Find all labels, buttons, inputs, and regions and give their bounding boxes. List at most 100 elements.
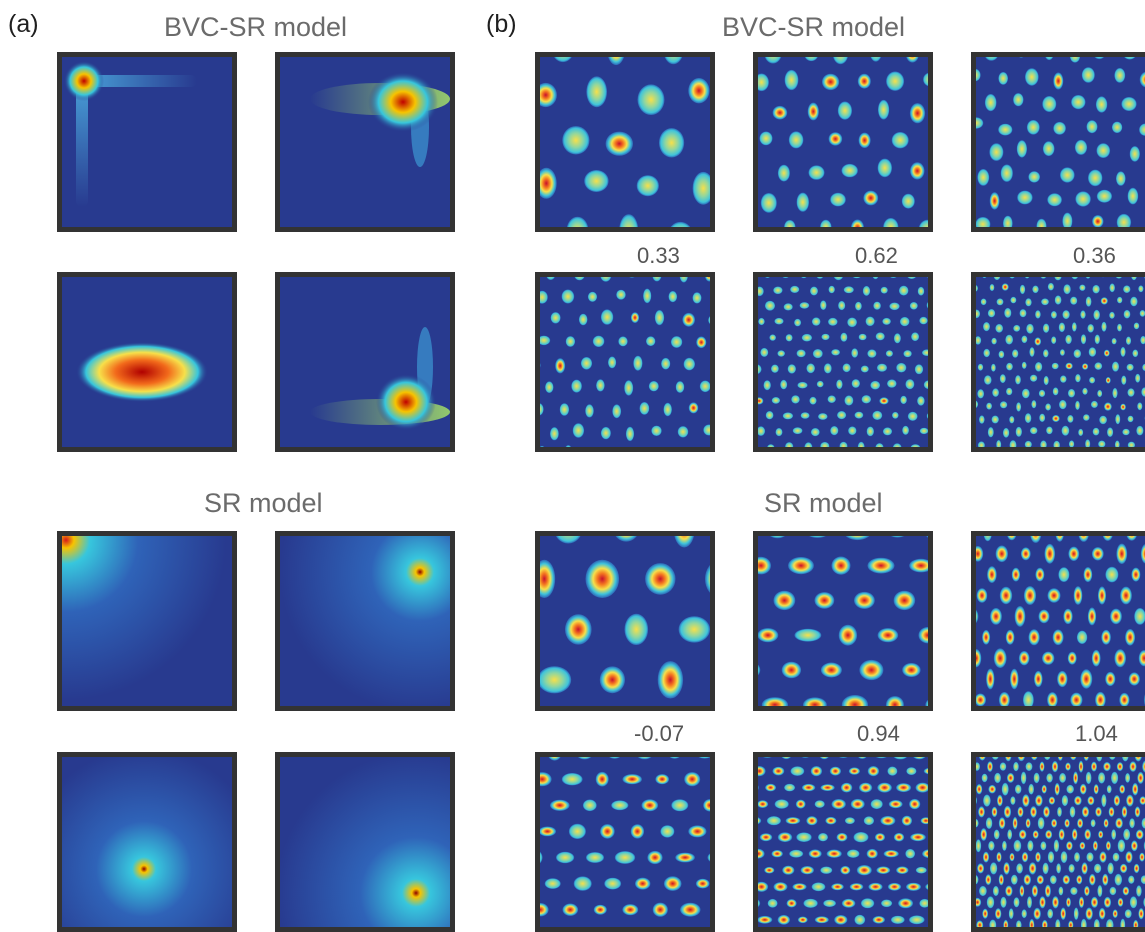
firing-field [1013,762,1019,771]
firing-field [812,882,826,891]
firing-field [911,332,919,341]
firing-field [995,324,1003,333]
firing-field [573,423,584,438]
firing-field [1035,337,1042,345]
firing-field [808,103,819,121]
firing-field [622,904,638,915]
firing-field [1114,795,1120,806]
firing-field [879,397,888,404]
firing-field [1018,807,1024,818]
firing-field [830,767,841,776]
firing-field [1138,908,1144,919]
firing-field [671,336,682,348]
firing-field [994,648,1007,668]
firing-field [1035,362,1042,372]
firing-field [1134,864,1140,873]
firing-field [1000,401,1007,408]
firing-field [886,72,904,91]
firing-field [1010,796,1015,805]
firing-field [778,165,790,182]
firing-field [867,849,878,859]
firing-field [871,799,883,809]
firing-field [1030,806,1037,818]
firing-field [1109,807,1115,817]
firing-field [1114,649,1126,667]
firing-field [1128,876,1134,884]
firing-field [880,816,895,826]
firing-field [987,896,995,908]
firing-field [771,365,779,373]
firing-field [876,866,890,874]
firing-field [1105,672,1115,686]
firing-field [993,886,999,896]
sr-grid-map-2 [753,531,933,711]
firing-field [571,380,582,393]
firing-field [1101,794,1106,807]
firing-field [1136,885,1142,896]
firing-field [1089,377,1095,384]
bvc-autocorr-map-3 [971,272,1145,452]
firing-field [1009,416,1014,423]
firing-field [978,364,983,371]
firing-field [1129,818,1135,828]
firing-field [1104,897,1111,908]
firing-field [1066,897,1071,907]
firing-field [1131,840,1138,851]
firing-field [843,363,851,372]
firing-field [679,616,710,642]
firing-field [1012,349,1018,357]
firing-field [797,193,809,212]
firing-field [1125,909,1132,918]
firing-field [841,783,852,793]
firing-field [1125,629,1135,646]
firing-field [579,314,588,326]
firing-field [760,833,772,841]
firing-field [1022,852,1028,862]
firing-field [1075,401,1080,410]
firing-field [1107,863,1113,875]
firing-field [822,74,839,90]
firing-field [562,126,589,154]
firing-field [824,363,832,373]
firing-field [894,833,904,842]
firing-field [758,916,772,924]
firing-field [1016,402,1021,411]
firing-field [982,909,988,919]
firing-field [873,916,885,924]
firing-field [909,915,925,924]
firing-field [903,350,911,357]
firing-field [1109,283,1115,292]
firing-field [1070,297,1077,305]
firing-field [1035,852,1041,863]
firing-field [919,317,927,325]
firing-field [1002,283,1009,290]
firing-field [1112,388,1117,398]
firing-field [658,661,683,698]
firing-field [1091,762,1097,772]
firing-field [783,412,793,419]
firing-field [828,395,836,403]
firing-field [867,427,874,437]
firing-field [877,364,887,372]
firing-field [1098,587,1106,605]
firing-field [1110,887,1117,895]
firing-field [1060,349,1065,356]
firing-field [862,395,872,403]
firing-field [1098,772,1105,783]
firing-field [1011,875,1018,885]
firing-field [1094,864,1101,874]
firing-field [1115,414,1120,424]
firing-field [1137,402,1142,410]
firing-field [562,773,583,785]
firing-field [829,286,835,294]
firing-field [999,874,1004,885]
firing-field [1087,120,1098,133]
firing-field [1116,171,1126,185]
firing-field [1074,796,1082,806]
firing-field [1086,772,1092,784]
firing-field [1059,887,1064,896]
firing-field [991,338,996,345]
firing-field [994,773,1001,783]
firing-field [910,103,925,123]
firing-field [896,866,908,874]
